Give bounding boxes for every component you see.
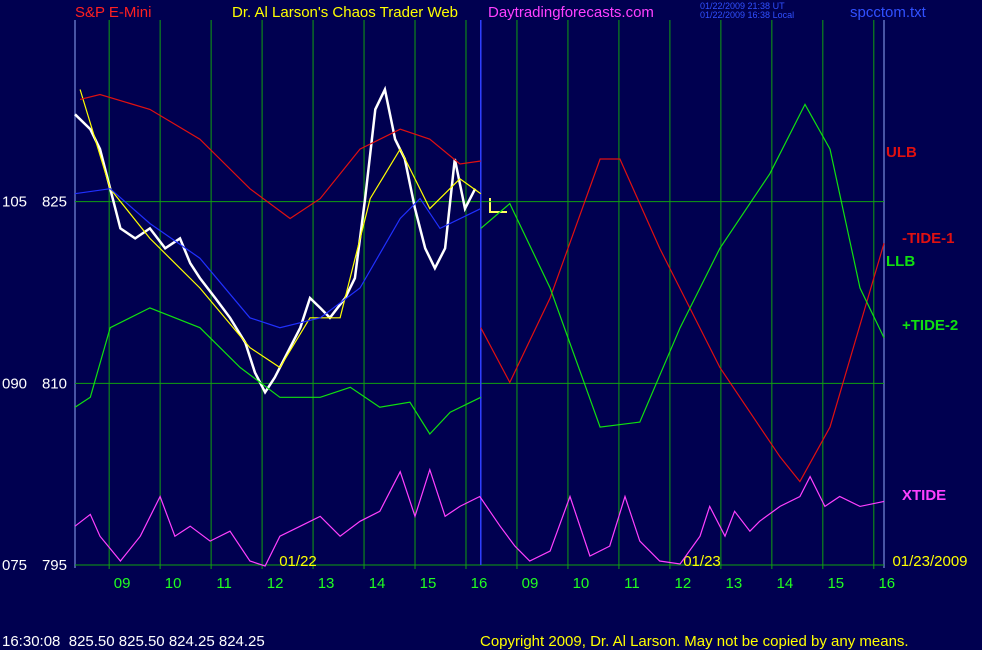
file-name: spcctom.txt xyxy=(850,4,927,21)
date-label: 01/23 xyxy=(683,553,721,570)
x-tick-label: 16 xyxy=(471,575,488,592)
x-tick-label: 09 xyxy=(114,575,131,592)
x-tick-label: 11 xyxy=(216,575,232,592)
x-tick-label: 10 xyxy=(573,575,590,592)
marker-l xyxy=(489,198,507,213)
y2-tick-label: 075 xyxy=(2,557,27,574)
chart-title: Dr. Al Larson's Chaos Trader Web xyxy=(232,4,458,21)
timestamp: 01/22/2009 21:38 UT xyxy=(700,1,785,11)
x-tick-label: 13 xyxy=(318,575,335,592)
x-tick-label: 15 xyxy=(827,575,844,592)
x-tick-label: 10 xyxy=(165,575,182,592)
y-tick-label: 825 xyxy=(42,194,67,211)
x-tick-label: 14 xyxy=(369,575,386,592)
symbol: S&P E-Mini xyxy=(75,4,151,21)
y2-tick-label: 090 xyxy=(2,375,27,392)
x-tick-label: 16 xyxy=(878,575,895,592)
series-line xyxy=(79,89,482,369)
series-line xyxy=(74,307,482,435)
series-line xyxy=(74,85,477,395)
y-tick-label: 795 xyxy=(42,557,67,574)
y2-tick-label: 105 xyxy=(2,194,27,211)
x-tick-label: 14 xyxy=(777,575,794,592)
quote: 16:30:08 825.50 825.50 824.25 824.25 xyxy=(2,633,265,650)
date-label: 01/23/2009 xyxy=(892,553,967,570)
series-line xyxy=(74,188,482,329)
y-tick-label: 810 xyxy=(42,375,67,392)
series-line xyxy=(480,103,885,428)
x-tick-label: 15 xyxy=(420,575,437,592)
legend-label: +TIDE-2 xyxy=(902,317,958,334)
date-label: 01/22 xyxy=(279,553,317,570)
legend-label: -TIDE-1 xyxy=(902,230,955,247)
x-tick-label: 12 xyxy=(675,575,692,592)
legend-label: XTIDE xyxy=(902,487,946,504)
series-line xyxy=(480,158,885,483)
series-line xyxy=(74,467,885,567)
x-tick-label: 09 xyxy=(522,575,539,592)
legend-label: LLB xyxy=(886,253,915,270)
series-line xyxy=(79,93,481,220)
copyright: Copyright 2009, Dr. Al Larson. May not b… xyxy=(480,633,909,650)
x-tick-label: 13 xyxy=(726,575,743,592)
website: Daytradingforecasts.com xyxy=(488,4,654,21)
x-tick-label: 12 xyxy=(267,575,284,592)
x-tick-label: 11 xyxy=(624,575,640,592)
timestamp: 01/22/2009 16:38 Local xyxy=(700,10,794,20)
legend-label: ULB xyxy=(886,144,917,161)
